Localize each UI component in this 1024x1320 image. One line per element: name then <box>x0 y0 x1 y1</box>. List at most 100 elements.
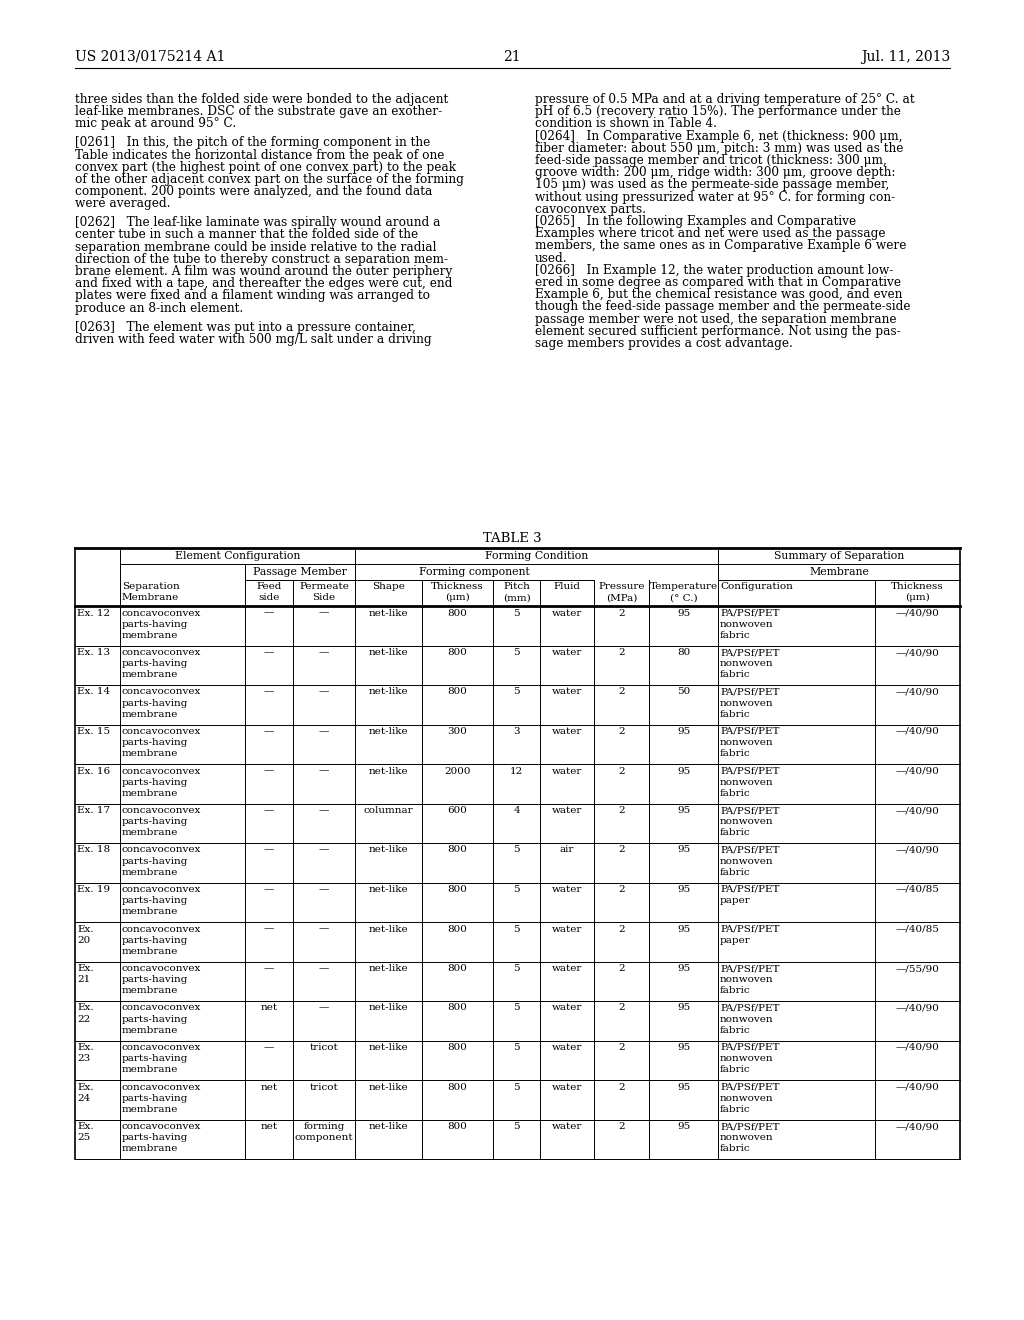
Text: 2: 2 <box>618 767 625 776</box>
Text: concavoconvex
parts-having
membrane: concavoconvex parts-having membrane <box>122 1082 202 1114</box>
Text: plates were fixed and a filament winding was arranged to: plates were fixed and a filament winding… <box>75 289 430 302</box>
Text: Pressure
(MPa): Pressure (MPa) <box>598 582 645 602</box>
Text: 95: 95 <box>677 1003 690 1012</box>
Text: water: water <box>552 767 583 776</box>
Text: PA/PSf/PET
nonwoven
fabric: PA/PSf/PET nonwoven fabric <box>720 609 779 640</box>
Text: water: water <box>552 1003 583 1012</box>
Text: feed-side passage member and tricot (thickness: 300 μm,: feed-side passage member and tricot (thi… <box>535 154 887 168</box>
Text: [0262]   The leaf-like laminate was spirally wound around a: [0262] The leaf-like laminate was spiral… <box>75 216 440 230</box>
Text: water: water <box>552 1082 583 1092</box>
Text: 800: 800 <box>447 609 467 618</box>
Text: 5: 5 <box>513 648 520 657</box>
Text: —: — <box>264 884 274 894</box>
Text: net-like: net-like <box>369 1122 409 1131</box>
Text: water: water <box>552 964 583 973</box>
Text: net-like: net-like <box>369 884 409 894</box>
Text: water: water <box>552 1122 583 1131</box>
Text: —/40/90: —/40/90 <box>896 1043 939 1052</box>
Text: mic peak at around 95° C.: mic peak at around 95° C. <box>75 117 237 131</box>
Text: Shape: Shape <box>372 582 404 591</box>
Text: Ex. 17: Ex. 17 <box>77 807 111 814</box>
Text: concavoconvex
parts-having
membrane: concavoconvex parts-having membrane <box>122 964 202 995</box>
Text: —/40/90: —/40/90 <box>896 609 939 618</box>
Text: produce an 8-inch element.: produce an 8-inch element. <box>75 301 244 314</box>
Text: Forming Condition: Forming Condition <box>485 550 588 561</box>
Text: —/40/90: —/40/90 <box>896 807 939 814</box>
Text: 2: 2 <box>618 964 625 973</box>
Text: 2: 2 <box>618 846 625 854</box>
Text: 95: 95 <box>677 964 690 973</box>
Text: 2: 2 <box>618 1082 625 1092</box>
Text: 5: 5 <box>513 846 520 854</box>
Text: Ex. 13: Ex. 13 <box>77 648 111 657</box>
Text: PA/PSf/PET
nonwoven
fabric: PA/PSf/PET nonwoven fabric <box>720 648 779 680</box>
Text: —: — <box>318 767 329 776</box>
Text: Separation
Membrane: Separation Membrane <box>122 582 180 602</box>
Text: three sides than the folded side were bonded to the adjacent: three sides than the folded side were bo… <box>75 92 449 106</box>
Text: PA/PSf/PET
nonwoven
fabric: PA/PSf/PET nonwoven fabric <box>720 1122 779 1154</box>
Text: water: water <box>552 727 583 737</box>
Text: 800: 800 <box>447 688 467 697</box>
Text: net-like: net-like <box>369 648 409 657</box>
Text: —: — <box>264 1043 274 1052</box>
Text: net-like: net-like <box>369 727 409 737</box>
Text: used.: used. <box>535 252 567 264</box>
Text: Thickness
(μm): Thickness (μm) <box>891 582 944 602</box>
Text: PA/PSf/PET
nonwoven
fabric: PA/PSf/PET nonwoven fabric <box>720 1003 779 1035</box>
Text: PA/PSf/PET
nonwoven
fabric: PA/PSf/PET nonwoven fabric <box>720 846 779 876</box>
Text: 80: 80 <box>677 648 690 657</box>
Text: —/40/90: —/40/90 <box>896 727 939 737</box>
Text: net-like: net-like <box>369 1043 409 1052</box>
Text: 2000: 2000 <box>444 767 471 776</box>
Text: 95: 95 <box>677 767 690 776</box>
Text: —/40/90: —/40/90 <box>896 648 939 657</box>
Text: net-like: net-like <box>369 1003 409 1012</box>
Text: 95: 95 <box>677 1043 690 1052</box>
Text: 2: 2 <box>618 807 625 814</box>
Text: pressure of 0.5 MPa and at a driving temperature of 25° C. at: pressure of 0.5 MPa and at a driving tem… <box>535 92 914 106</box>
Text: Fluid: Fluid <box>554 582 581 591</box>
Text: tricot: tricot <box>309 1043 338 1052</box>
Text: water: water <box>552 648 583 657</box>
Text: concavoconvex
parts-having
membrane: concavoconvex parts-having membrane <box>122 1043 202 1074</box>
Text: direction of the tube to thereby construct a separation mem-: direction of the tube to thereby constru… <box>75 253 449 265</box>
Text: sage members provides a cost advantage.: sage members provides a cost advantage. <box>535 337 793 350</box>
Text: 12: 12 <box>510 767 523 776</box>
Text: Element Configuration: Element Configuration <box>175 550 300 561</box>
Text: [0261]   In this, the pitch of the forming component in the: [0261] In this, the pitch of the forming… <box>75 136 430 149</box>
Text: —: — <box>318 807 329 814</box>
Text: air: air <box>560 846 574 854</box>
Text: net-like: net-like <box>369 924 409 933</box>
Text: 800: 800 <box>447 1003 467 1012</box>
Text: Membrane: Membrane <box>809 568 869 577</box>
Text: —/40/85: —/40/85 <box>896 884 939 894</box>
Text: 105 μm) was used as the permeate-side passage member,: 105 μm) was used as the permeate-side pa… <box>535 178 890 191</box>
Text: cavoconvex parts.: cavoconvex parts. <box>535 203 646 215</box>
Text: concavoconvex
parts-having
membrane: concavoconvex parts-having membrane <box>122 727 202 758</box>
Text: 3: 3 <box>513 727 520 737</box>
Text: 600: 600 <box>447 807 467 814</box>
Text: —/40/90: —/40/90 <box>896 846 939 854</box>
Text: 2: 2 <box>618 1003 625 1012</box>
Text: without using pressurized water at 95° C. for forming con-: without using pressurized water at 95° C… <box>535 190 895 203</box>
Text: 2: 2 <box>618 648 625 657</box>
Text: component. 200 points were analyzed, and the found data: component. 200 points were analyzed, and… <box>75 185 432 198</box>
Text: 95: 95 <box>677 846 690 854</box>
Text: center tube in such a manner that the folded side of the: center tube in such a manner that the fo… <box>75 228 418 242</box>
Text: —: — <box>264 807 274 814</box>
Text: 4: 4 <box>513 807 520 814</box>
Text: net-like: net-like <box>369 846 409 854</box>
Text: Permeate
Side: Permeate Side <box>299 582 349 602</box>
Text: —/40/90: —/40/90 <box>896 688 939 697</box>
Text: 95: 95 <box>677 1082 690 1092</box>
Text: Example 6, but the chemical resistance was good, and even: Example 6, but the chemical resistance w… <box>535 288 902 301</box>
Text: pH of 6.5 (recovery ratio 15%). The performance under the: pH of 6.5 (recovery ratio 15%). The perf… <box>535 106 901 119</box>
Text: forming
component: forming component <box>295 1122 353 1142</box>
Text: 95: 95 <box>677 924 690 933</box>
Text: PA/PSf/PET
nonwoven
fabric: PA/PSf/PET nonwoven fabric <box>720 767 779 797</box>
Text: groove width: 200 μm, ridge width: 300 μm, groove depth:: groove width: 200 μm, ridge width: 300 μ… <box>535 166 896 180</box>
Text: concavoconvex
parts-having
membrane: concavoconvex parts-having membrane <box>122 1003 202 1035</box>
Text: —: — <box>264 688 274 697</box>
Text: 95: 95 <box>677 807 690 814</box>
Text: —: — <box>264 648 274 657</box>
